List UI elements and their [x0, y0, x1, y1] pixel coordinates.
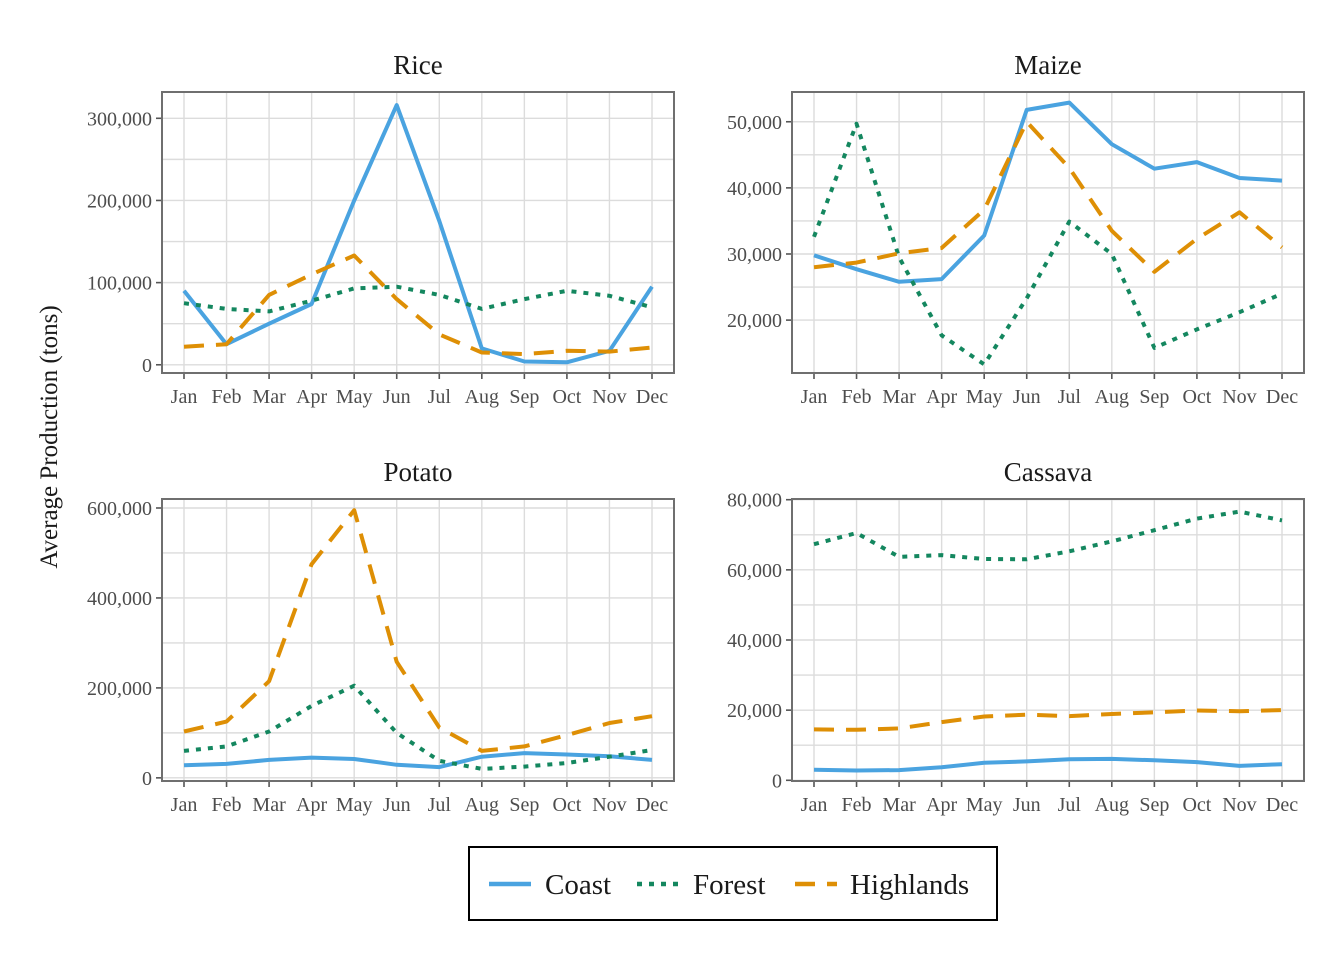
maize-x-tick-label: Apr — [926, 386, 957, 408]
rice-x-tick-label: Feb — [212, 386, 242, 408]
maize-y-tick-label: 30,000 — [727, 244, 782, 266]
potato-panel-title: Potato — [383, 457, 452, 487]
potato-series-coast — [183, 751, 653, 770]
potato-x-tick-label: Jan — [171, 794, 198, 816]
maize-series-highlands — [813, 119, 1284, 274]
rice-plot-area — [162, 92, 674, 373]
cassava-x-tick-label: Aug — [1095, 794, 1129, 816]
cassava-x-tick-label: Sep — [1139, 794, 1169, 816]
rice-y-tick-label: 200,000 — [87, 190, 152, 212]
rice-x-tick-label: Jan — [171, 386, 198, 408]
rice-series-highlands — [183, 253, 653, 357]
potato-x-tick-label: Feb — [212, 794, 242, 816]
potato-x-tick-label: Sep — [509, 794, 539, 816]
legend-label-highlands: Highlands — [850, 869, 969, 901]
cassava-x-tick-label: Nov — [1222, 794, 1256, 816]
potato-series-highlands — [183, 508, 653, 753]
rice-series-forest — [183, 284, 653, 314]
rice-x-tick-label: Dec — [636, 386, 668, 408]
cassava-x-tick-label: Jan — [801, 794, 828, 816]
potato-y-tick-label: 400,000 — [87, 588, 152, 610]
cassava-series-highlands — [813, 708, 1283, 732]
rice-panel-title: Rice — [393, 50, 442, 80]
rice-x-tick-label: Aug — [465, 386, 499, 408]
cassava-x-tick-label: May — [966, 794, 1003, 816]
cassava-y-tick-label: 80,000 — [727, 490, 782, 512]
potato-x-tick-label: Oct — [552, 794, 581, 816]
maize-x-tick-label: Jun — [1013, 386, 1041, 408]
potato-y-tick-label: 200,000 — [87, 678, 152, 700]
rice-x-tick-label: Jul — [428, 386, 452, 408]
maize-x-tick-label: Oct — [1182, 386, 1211, 408]
rice-x-tick-label: May — [336, 386, 373, 408]
maize-series-coast — [813, 100, 1283, 284]
maize-x-tick-label: Sep — [1139, 386, 1169, 408]
rice-x-tick-label: Oct — [552, 386, 581, 408]
rice-y-tick-label: 100,000 — [87, 273, 152, 295]
cassava-x-tick-label: Apr — [926, 794, 957, 816]
cassava-y-tick-label: 0 — [772, 770, 782, 792]
legend-label-forest: Forest — [693, 869, 766, 901]
potato-y-tick-label: 600,000 — [87, 498, 152, 520]
potato-y-tick-label: 0 — [142, 768, 152, 790]
maize-x-tick-label: Jul — [1058, 386, 1082, 408]
potato-series-forest — [183, 683, 653, 771]
maize-x-tick-label: Nov — [1222, 386, 1256, 408]
rice-y-tick-label: 0 — [142, 355, 152, 377]
rice-x-tick-label: Jun — [383, 386, 411, 408]
potato-x-tick-label: Aug — [465, 794, 499, 816]
maize-x-tick-label: May — [966, 386, 1003, 408]
potato-x-tick-label: Apr — [296, 794, 327, 816]
rice-x-tick-label: Mar — [252, 386, 286, 408]
cassava-y-tick-label: 20,000 — [727, 700, 782, 722]
rice-x-tick-label: Nov — [592, 386, 626, 408]
rice-x-tick-label: Apr — [296, 386, 327, 408]
maize-plot-area — [792, 92, 1304, 373]
cassava-x-tick-label: Jul — [1058, 794, 1082, 816]
cassava-x-tick-label: Mar — [882, 794, 916, 816]
maize-x-tick-label: Dec — [1266, 386, 1298, 408]
cassava-panel-title: Cassava — [1004, 457, 1092, 487]
potato-x-tick-label: Nov — [592, 794, 626, 816]
cassava-x-tick-label: Feb — [842, 794, 872, 816]
cassava-y-tick-label: 40,000 — [727, 630, 782, 652]
potato-x-tick-label: Dec — [636, 794, 668, 816]
maize-x-tick-label: Mar — [882, 386, 916, 408]
panel-cassava: 0 20,000 40,000 60,000 80,000 Jan Feb Mar Apr May… — [727, 457, 1305, 816]
cassava-x-tick-label: Dec — [1266, 794, 1298, 816]
maize-x-tick-label: Jan — [801, 386, 828, 408]
potato-plot-area — [162, 499, 674, 781]
rice-panel-border — [161, 91, 675, 374]
maize-panel-border — [791, 91, 1305, 374]
potato-x-tick-label: Jun — [383, 794, 411, 816]
legend-box — [468, 846, 998, 921]
panel-maize: 20,000 30,000 40,000 50,000 Jan Feb Mar Apr May J… — [727, 50, 1305, 408]
maize-x-tick-label: Feb — [842, 386, 872, 408]
cassava-series-coast — [813, 756, 1283, 773]
potato-x-tick-label: Jul — [428, 794, 452, 816]
maize-panel-title: Maize — [1014, 50, 1081, 80]
potato-x-tick-label: Mar — [252, 794, 286, 816]
cassava-series-forest — [813, 509, 1283, 562]
rice-x-tick-label: Sep — [509, 386, 539, 408]
y-axis-title: Average Production (tons) — [36, 305, 63, 568]
panel-rice: 0 100,000 200,000 300,000 Jan Feb Mar Apr May Jun… — [87, 50, 675, 408]
potato-panel-border — [161, 498, 675, 782]
maize-x-tick-label: Aug — [1095, 386, 1129, 408]
maize-y-tick-label: 20,000 — [727, 310, 782, 332]
maize-y-tick-label: 50,000 — [727, 112, 782, 134]
cassava-panel-border — [791, 498, 1305, 782]
cassava-y-tick-label: 60,000 — [727, 560, 782, 582]
potato-x-tick-label: May — [336, 794, 373, 816]
rice-series-coast — [182, 103, 654, 365]
legend: Coast Forest Highlands — [468, 846, 998, 921]
panel-potato: 0 200,000 400,000 600,000 Jan Feb Mar Apr May Jun… — [87, 457, 675, 816]
cassava-x-tick-label: Oct — [1182, 794, 1211, 816]
maize-y-tick-label: 40,000 — [727, 178, 782, 200]
cassava-x-tick-label: Jun — [1013, 794, 1041, 816]
legend-label-coast: Coast — [545, 869, 611, 901]
rice-y-tick-label: 300,000 — [87, 108, 152, 130]
